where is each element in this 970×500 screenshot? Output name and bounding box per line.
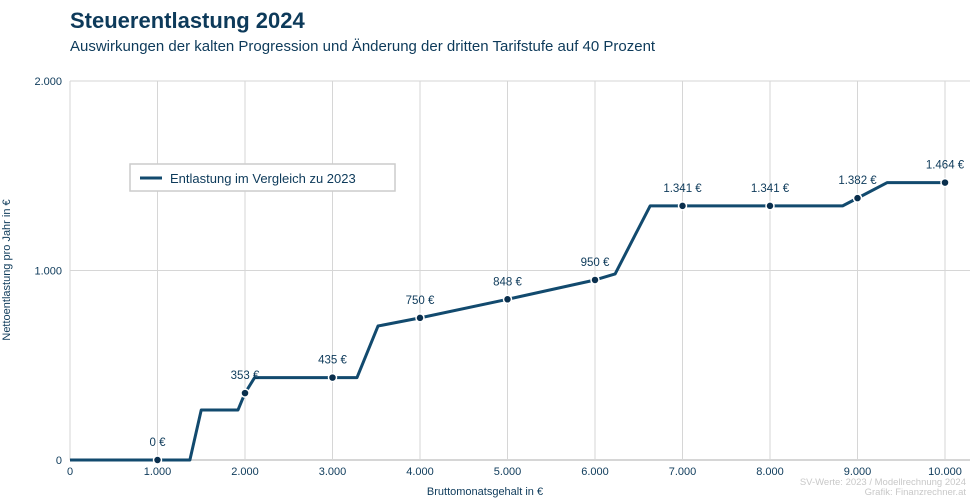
data-point — [765, 201, 775, 211]
source-note: SV-Werte: 2023 / Modellrechnung 2024 Graf… — [800, 478, 966, 498]
data-label: 750 € — [406, 295, 435, 307]
data-label: 1.341 € — [751, 183, 790, 195]
data-label: 1.464 € — [926, 160, 965, 172]
x-tick-label: 7.000 — [669, 466, 697, 478]
y-tick-label: 0 — [56, 455, 62, 467]
data-label: 1.341 € — [663, 183, 702, 195]
y-tick-label: 1.000 — [34, 266, 62, 278]
data-label: 1.382 € — [838, 175, 877, 187]
data-point — [677, 201, 688, 211]
data-label: 0 € — [150, 437, 167, 449]
data-point — [940, 177, 950, 188]
source-line: SV-Werte: 2023 / Modellrechnung 2024 — [799, 477, 966, 488]
credit-line: Grafik: Finanzrechner.at — [864, 487, 966, 498]
chart-subtitle: Auswirkungen der kalten Progression und … — [70, 38, 656, 55]
y-tick-label: 2.000 — [34, 76, 62, 88]
data-label: 950 € — [581, 257, 610, 269]
x-tick-label: 5.000 — [494, 466, 522, 478]
x-tick-label: 10.000 — [928, 466, 962, 478]
x-tick-label: 6.000 — [581, 466, 609, 478]
data-label: 848 € — [493, 276, 522, 288]
data-point — [152, 455, 163, 465]
x-tick-label: 9.000 — [844, 466, 872, 478]
data-point — [415, 313, 425, 323]
x-tick-label: 3.000 — [319, 466, 347, 478]
legend-box — [129, 163, 396, 192]
data-point — [852, 193, 863, 203]
y-axis-label: Nettoentlastung pro Jahr in € — [1, 199, 13, 340]
data-point — [240, 388, 250, 398]
data-point — [590, 275, 600, 285]
data-point — [327, 372, 338, 383]
data-label: 435 € — [318, 355, 347, 367]
data-point — [502, 294, 513, 305]
x-tick-label: 2.000 — [231, 466, 259, 478]
x-axis-label: Bruttomonatsgehalt in € — [427, 486, 543, 498]
chart-title: Steuerentlastung 2024 — [70, 8, 305, 33]
x-tick-label: 0 — [67, 466, 73, 478]
x-tick-label: 1.000 — [144, 466, 172, 478]
x-tick-label: 4.000 — [406, 466, 434, 478]
x-tick-label: 8.000 — [756, 466, 784, 478]
legend-label: Entlastung im Vergleich zu 2023 — [170, 171, 356, 186]
data-label: 353 € — [231, 370, 260, 382]
